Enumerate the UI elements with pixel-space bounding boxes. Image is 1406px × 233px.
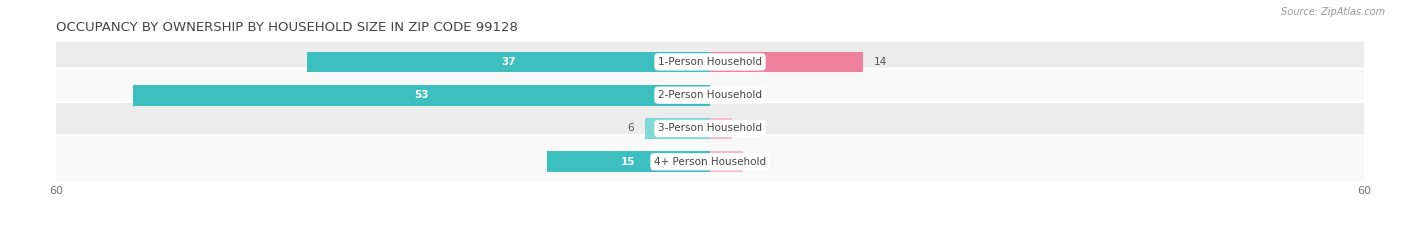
Text: 0: 0 — [721, 90, 727, 100]
Legend: Owner-occupied, Renter-occupied: Owner-occupied, Renter-occupied — [602, 231, 818, 233]
FancyBboxPatch shape — [53, 35, 1367, 89]
Text: 53: 53 — [413, 90, 429, 100]
Text: Source: ZipAtlas.com: Source: ZipAtlas.com — [1281, 7, 1385, 17]
Text: 1-Person Household: 1-Person Household — [658, 57, 762, 67]
Text: 3: 3 — [754, 157, 761, 167]
Text: OCCUPANCY BY OWNERSHIP BY HOUSEHOLD SIZE IN ZIP CODE 99128: OCCUPANCY BY OWNERSHIP BY HOUSEHOLD SIZE… — [56, 21, 519, 34]
Text: 4+ Person Household: 4+ Person Household — [654, 157, 766, 167]
Text: 3-Person Household: 3-Person Household — [658, 123, 762, 134]
Bar — [710, 51, 862, 72]
FancyBboxPatch shape — [53, 69, 1367, 122]
FancyBboxPatch shape — [53, 102, 1367, 155]
Text: 14: 14 — [873, 57, 887, 67]
Bar — [307, 51, 710, 72]
Bar — [710, 118, 731, 139]
Bar — [710, 151, 742, 172]
Text: 2-Person Household: 2-Person Household — [658, 90, 762, 100]
Bar — [644, 118, 710, 139]
FancyBboxPatch shape — [53, 135, 1367, 188]
Bar — [547, 151, 710, 172]
Text: 37: 37 — [501, 57, 516, 67]
Bar — [132, 85, 710, 106]
Text: 2: 2 — [742, 123, 749, 134]
Text: 15: 15 — [621, 157, 636, 167]
Text: 6: 6 — [627, 123, 634, 134]
